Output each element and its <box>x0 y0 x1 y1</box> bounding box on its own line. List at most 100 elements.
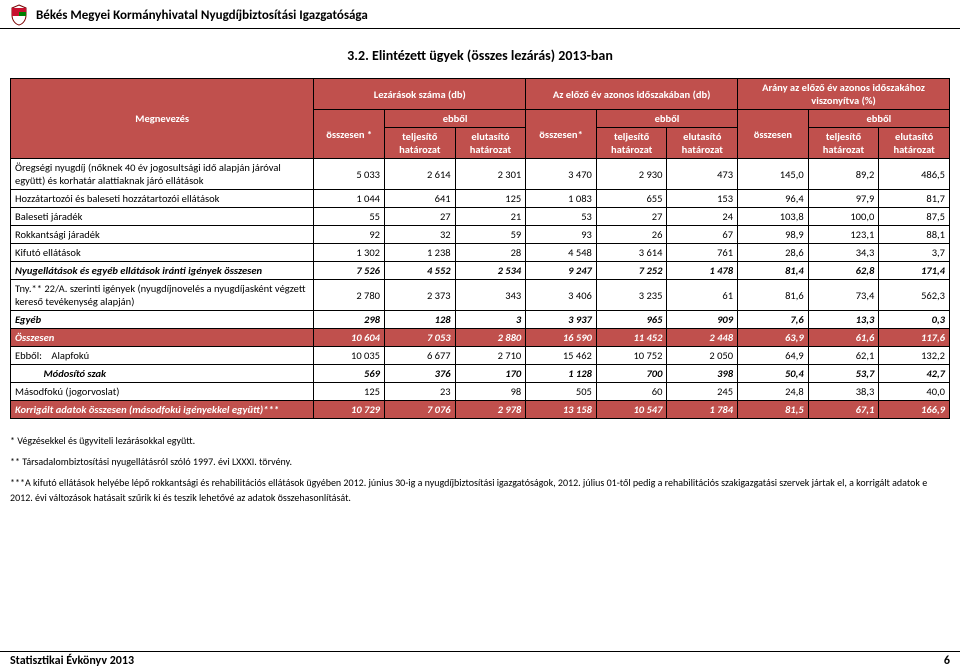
row-value: 21 <box>455 208 526 226</box>
row-value: 2 880 <box>455 329 526 347</box>
row-value: 9 247 <box>526 262 597 280</box>
row-value: 2 448 <box>667 329 738 347</box>
row-value: 55 <box>314 208 385 226</box>
row-value: 1 238 <box>385 244 456 262</box>
row-value: 117,6 <box>879 329 950 347</box>
row-value: 4 548 <box>526 244 597 262</box>
row-value: 10 729 <box>314 401 385 419</box>
row-value: 128 <box>385 311 456 329</box>
row-value: 0,3 <box>879 311 950 329</box>
row-label: Öregségi nyugdíj (nőknek 40 év jogosults… <box>11 159 314 190</box>
row-value: 2 978 <box>455 401 526 419</box>
row-value: 67 <box>667 226 738 244</box>
row-value: 81,6 <box>738 280 809 311</box>
row-value: 38,3 <box>808 383 879 401</box>
row-value: 7 252 <box>596 262 667 280</box>
row-value: 7 076 <box>385 401 456 419</box>
table-body: Öregségi nyugdíj (nőknek 40 év jogosults… <box>11 159 950 419</box>
row-value: 100,0 <box>808 208 879 226</box>
row-value: 2 534 <box>455 262 526 280</box>
row-value: 1 302 <box>314 244 385 262</box>
row-value: 81,4 <box>738 262 809 280</box>
crest-icon <box>10 4 28 26</box>
row-value: 655 <box>596 190 667 208</box>
row-value: 92 <box>314 226 385 244</box>
page-header: Békés Megyei Kormányhivatal Nyugdíjbizto… <box>0 0 960 29</box>
row-value: 3 235 <box>596 280 667 311</box>
row-value: 53,7 <box>808 365 879 383</box>
row-value: 87,5 <box>879 208 950 226</box>
row-label: Baleseti járadék <box>11 208 314 226</box>
row-value: 3 <box>455 311 526 329</box>
row-value: 132,2 <box>879 347 950 365</box>
row-value: 61 <box>667 280 738 311</box>
footer-left: Statisztikai Évkönyv 2013 <box>10 654 134 668</box>
row-value: 7 526 <box>314 262 385 280</box>
row-value: 60 <box>596 383 667 401</box>
row-value: 59 <box>455 226 526 244</box>
note-3: ***A kifutó ellátások helyébe lépő rokka… <box>10 475 950 505</box>
col-group1: Lezárások száma (db) <box>314 79 526 110</box>
row-value: 3,7 <box>879 244 950 262</box>
row-value: 26 <box>596 226 667 244</box>
row-value: 62,8 <box>808 262 879 280</box>
row-value: 298 <box>314 311 385 329</box>
row-value: 1 044 <box>314 190 385 208</box>
row-value: 125 <box>455 190 526 208</box>
row-label: Hozzátartozói és baleseti hozzátartozói … <box>11 190 314 208</box>
note-2: ** Társadalombiztosítási nyugellátásról … <box>10 454 950 469</box>
col-elut3: elutasító határozat <box>879 128 950 159</box>
row-value: 6 677 <box>385 347 456 365</box>
row-label: Nyugellátások és egyéb ellátások iránti … <box>11 262 314 280</box>
row-value: 171,4 <box>879 262 950 280</box>
row-value: 7,6 <box>738 311 809 329</box>
table-row: Hozzátartozói és baleseti hozzátartozói … <box>11 190 950 208</box>
row-value: 32 <box>385 226 456 244</box>
row-value: 170 <box>455 365 526 383</box>
row-value: 2 373 <box>385 280 456 311</box>
row-value: 103,8 <box>738 208 809 226</box>
table-row: Módosító szak5693761701 12870039850,453,… <box>11 365 950 383</box>
page-title: 3.2. Elintézett ügyek (összes lezárás) 2… <box>0 47 960 64</box>
col-elut1: elutasító határozat <box>455 128 526 159</box>
row-value: 98,9 <box>738 226 809 244</box>
row-value: 63,9 <box>738 329 809 347</box>
row-value: 4 552 <box>385 262 456 280</box>
col-ossz1: összesen * <box>314 110 385 159</box>
row-value: 343 <box>455 280 526 311</box>
row-value: 50,4 <box>738 365 809 383</box>
row-value: 24 <box>667 208 738 226</box>
row-value: 10 752 <box>596 347 667 365</box>
row-value: 15 462 <box>526 347 597 365</box>
row-value: 10 547 <box>596 401 667 419</box>
row-value: 3 470 <box>526 159 597 190</box>
table-row: Másodfokú (jogorvoslat)12523985056024524… <box>11 383 950 401</box>
row-value: 5 033 <box>314 159 385 190</box>
row-value: 89,2 <box>808 159 879 190</box>
table-head: Megnevezés Lezárások száma (db) Az előző… <box>11 79 950 159</box>
table-row: Tny.** 22/A. szerinti igények (nyugdíjno… <box>11 280 950 311</box>
table-row: Baleseti járadék552721532724103,8100,087… <box>11 208 950 226</box>
table-row: Ebből: Alapfokú10 0356 6772 71015 46210 … <box>11 347 950 365</box>
row-value: 27 <box>385 208 456 226</box>
row-value: 16 590 <box>526 329 597 347</box>
row-label: Rokkantsági járadék <box>11 226 314 244</box>
row-value: 23 <box>385 383 456 401</box>
row-value: 81,5 <box>738 401 809 419</box>
org-name: Békés Megyei Kormányhivatal Nyugdíjbizto… <box>36 8 368 23</box>
row-value: 13,3 <box>808 311 879 329</box>
row-value: 11 452 <box>596 329 667 347</box>
row-value: 24,8 <box>738 383 809 401</box>
row-value: 1 784 <box>667 401 738 419</box>
table-row: Kifutó ellátások1 3021 238284 5483 61476… <box>11 244 950 262</box>
row-value: 1 128 <box>526 365 597 383</box>
row-value: 376 <box>385 365 456 383</box>
table-row: Nyugellátások és egyéb ellátások iránti … <box>11 262 950 280</box>
row-label: Módosító szak <box>11 365 314 383</box>
col-ossz3: összesen <box>738 110 809 159</box>
row-value: 761 <box>667 244 738 262</box>
table-row: Korrigált adatok összesen (másodfokú igé… <box>11 401 950 419</box>
row-value: 965 <box>596 311 667 329</box>
row-value: 13 158 <box>526 401 597 419</box>
row-value: 61,6 <box>808 329 879 347</box>
